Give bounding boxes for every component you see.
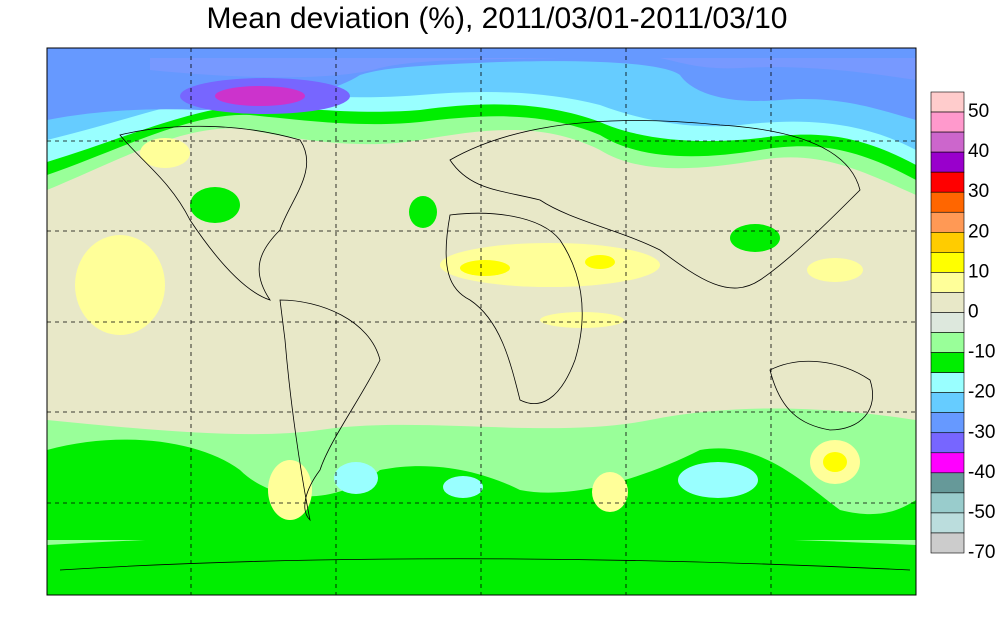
contour-band (592, 472, 628, 512)
map (47, 48, 916, 595)
colorbar-swatch (930, 472, 965, 494)
colorbar-label: 20 (968, 221, 989, 242)
colorbar-label: 0 (968, 301, 979, 322)
contour-band (268, 460, 312, 520)
colorbar-swatch (930, 292, 965, 313)
contour-band (47, 533, 916, 595)
title: Mean deviation (%), 2011/03/01-2011/03/1… (207, 2, 788, 35)
colorbar-swatch (930, 272, 965, 293)
colorbar-label: -40 (968, 462, 995, 483)
colorbar-label: -70 (968, 542, 995, 563)
colorbar-swatch (930, 252, 965, 273)
contour-band (440, 243, 660, 287)
colorbar-swatch (930, 532, 965, 554)
colorbar-label: 30 (968, 181, 989, 202)
map-frame (46, 47, 917, 596)
colorbar-swatch (930, 312, 965, 333)
colorbar-label: -50 (968, 502, 995, 523)
contour-band (75, 235, 165, 335)
contour-band (215, 86, 305, 106)
contour-band (443, 476, 483, 498)
contour-band (730, 224, 780, 252)
contour-band (460, 260, 510, 276)
colorbar-swatch (930, 131, 965, 153)
colorbar-label: 50 (968, 101, 989, 122)
colorbar-label: -30 (968, 422, 995, 443)
colorbar-swatch (930, 452, 965, 474)
colorbar-swatch (930, 352, 965, 373)
colorbar-swatch (930, 512, 965, 534)
colorbar-swatch (930, 332, 965, 353)
colorbar-swatch (930, 191, 965, 213)
contour-band (807, 258, 863, 282)
colorbar-swatch (930, 492, 965, 514)
colorbar-swatch (930, 111, 965, 133)
contour-band (409, 196, 437, 228)
colorbar-swatch (930, 372, 965, 393)
colorbar-label: -10 (968, 342, 995, 363)
contour-band (190, 187, 240, 223)
contour-band (823, 452, 847, 472)
colorbar-swatch (930, 432, 965, 454)
coastlines (59, 120, 911, 571)
colorbar-swatch (930, 232, 965, 253)
colorbar-label: -20 (968, 382, 995, 403)
colorbar-swatch (930, 412, 965, 434)
contour-band (140, 138, 190, 168)
contour-band (150, 58, 916, 80)
graticule (47, 48, 916, 595)
colorbar-label: 40 (968, 141, 989, 162)
colorbar-swatch (930, 171, 965, 193)
contour-band (585, 255, 615, 269)
colorbar-label: 10 (968, 261, 989, 282)
colorbar-swatch (930, 91, 965, 113)
contour-band (334, 462, 378, 494)
colorbar: 50 40 30 20 10 0 -10 -20 -30 -40 -50 -70 (930, 91, 995, 563)
contour-band (678, 462, 758, 498)
colorbar-swatch (930, 211, 965, 233)
colorbar-swatch (930, 151, 965, 173)
colorbar-swatch (930, 392, 965, 413)
